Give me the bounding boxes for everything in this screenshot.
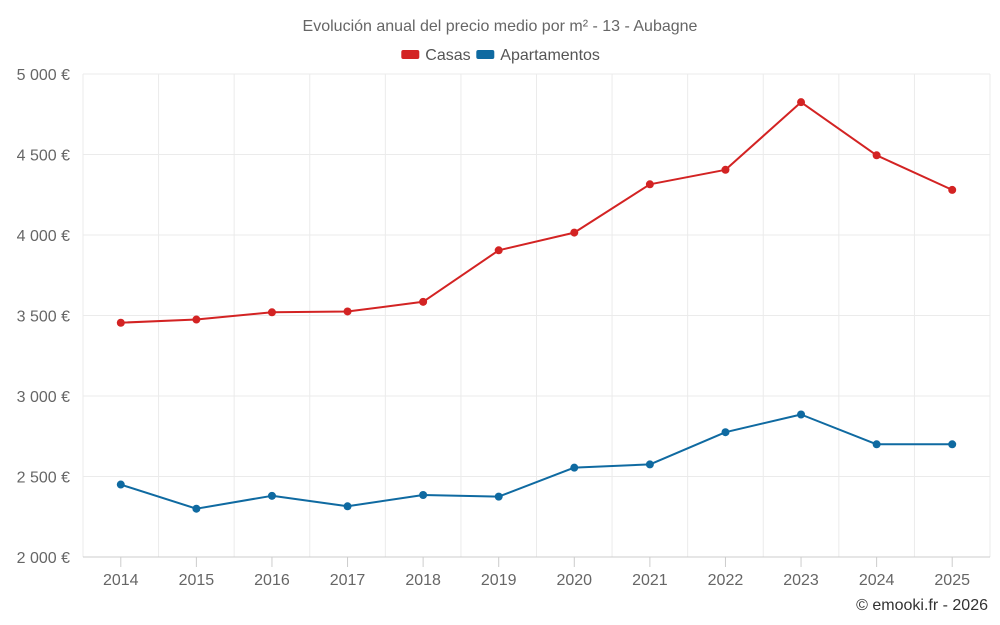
data-point-casas bbox=[419, 297, 428, 306]
legend-item-apartamentos[interactable]: Apartamentos bbox=[476, 47, 600, 64]
y-tick-label: 2 000 € bbox=[17, 550, 70, 567]
x-tick-label: 2020 bbox=[556, 572, 592, 589]
data-point-apartamentos bbox=[494, 492, 503, 501]
data-point-apartamentos bbox=[872, 440, 881, 449]
y-tick-label: 2 500 € bbox=[17, 470, 70, 487]
y-tick-label: 4 000 € bbox=[17, 228, 70, 245]
data-point-apartamentos bbox=[419, 491, 428, 500]
series-line-casas bbox=[120, 101, 953, 324]
x-tick-label: 2017 bbox=[330, 572, 366, 589]
chart-title: Evolución anual del precio medio por m² … bbox=[303, 18, 698, 35]
x-tick-label: 2014 bbox=[103, 572, 139, 589]
series-casas bbox=[116, 98, 957, 327]
data-point-apartamentos bbox=[645, 460, 654, 469]
data-point-apartamentos bbox=[948, 440, 957, 449]
data-point-casas bbox=[948, 185, 957, 194]
data-point-casas bbox=[797, 98, 806, 107]
y-tick-label: 3 000 € bbox=[17, 389, 70, 406]
x-tick-label: 2022 bbox=[708, 572, 744, 589]
legend-swatch-apartamentos bbox=[476, 50, 495, 59]
data-point-apartamentos bbox=[192, 504, 201, 513]
data-point-apartamentos bbox=[116, 480, 125, 489]
legend-swatch-casas bbox=[401, 50, 420, 59]
grid-lines bbox=[82, 73, 991, 557]
data-point-casas bbox=[192, 315, 201, 324]
credit-text: © emooki.fr - 2026 bbox=[856, 597, 988, 614]
data-point-casas bbox=[267, 308, 276, 317]
data-point-apartamentos bbox=[721, 428, 730, 437]
data-point-casas bbox=[645, 180, 654, 189]
data-point-apartamentos bbox=[570, 463, 579, 472]
data-point-casas bbox=[570, 228, 579, 237]
series-layer bbox=[116, 98, 957, 513]
data-point-casas bbox=[721, 165, 730, 174]
x-tick-label: 2015 bbox=[179, 572, 215, 589]
series-apartamentos bbox=[116, 410, 957, 513]
x-tick-label: 2021 bbox=[632, 572, 668, 589]
data-point-casas bbox=[116, 318, 125, 327]
y-tick-label: 5 000 € bbox=[17, 67, 70, 84]
x-tick-label: 2025 bbox=[934, 572, 970, 589]
y-tick-label: 3 500 € bbox=[17, 309, 70, 326]
legend-label-casas: Casas bbox=[425, 47, 470, 64]
x-tick-label: 2023 bbox=[783, 572, 819, 589]
x-tick-label: 2024 bbox=[859, 572, 895, 589]
data-point-casas bbox=[343, 307, 352, 316]
y-tick-label: 4 500 € bbox=[17, 148, 70, 165]
data-point-apartamentos bbox=[797, 410, 806, 419]
data-point-apartamentos bbox=[267, 491, 276, 500]
legend-item-casas[interactable]: Casas bbox=[401, 47, 471, 64]
data-point-casas bbox=[872, 151, 881, 160]
series-line-apartamentos bbox=[120, 413, 953, 510]
x-tick-label: 2019 bbox=[481, 572, 517, 589]
x-tick-label: 2018 bbox=[405, 572, 441, 589]
legend-label-apartamentos: Apartamentos bbox=[500, 47, 600, 64]
data-point-casas bbox=[494, 246, 503, 255]
x-tick-label: 2016 bbox=[254, 572, 290, 589]
data-point-apartamentos bbox=[343, 502, 352, 511]
legend: Casas Apartamentos bbox=[401, 47, 600, 64]
axes: 2 000 € 2 500 € 3 000 € 3 500 € 4 000 € 4 500… bbox=[17, 67, 990, 589]
